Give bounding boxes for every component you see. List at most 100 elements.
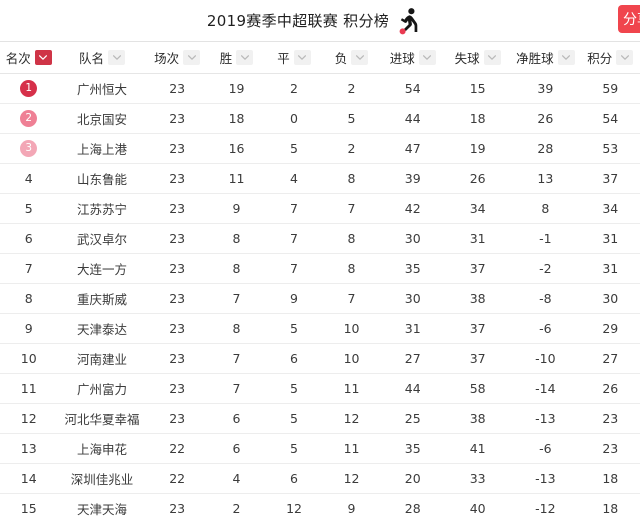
chevron-down-icon[interactable] bbox=[34, 50, 52, 65]
table-row[interactable]: 6 武汉卓尔 23 8 7 8 30 31 -1 31 bbox=[0, 224, 640, 254]
column-header-draw[interactable]: 平 bbox=[265, 42, 323, 73]
medal-badge: 1 bbox=[20, 80, 38, 97]
cell-draw: 7 bbox=[290, 201, 298, 216]
chevron-down-icon[interactable] bbox=[483, 50, 501, 65]
cell-win: 19 bbox=[228, 81, 245, 96]
cell-loss: 2 bbox=[347, 81, 356, 96]
cell-played: 22 bbox=[169, 471, 186, 486]
page-header: 2019赛季中超联赛 积分榜 分享 bbox=[0, 0, 640, 42]
chevron-down-icon[interactable] bbox=[557, 50, 575, 65]
cell-ga: 38 bbox=[469, 291, 486, 306]
cell-team: 北京国安 bbox=[77, 112, 128, 127]
cell-played: 23 bbox=[169, 261, 186, 276]
table-row[interactable]: 9 天津泰达 23 8 5 10 31 37 -6 29 bbox=[0, 314, 640, 344]
cell-team: 河南建业 bbox=[77, 352, 128, 367]
column-header-gd[interactable]: 净胜球 bbox=[510, 42, 581, 73]
cell-loss: 12 bbox=[343, 411, 360, 426]
column-header-win[interactable]: 胜 bbox=[208, 42, 266, 73]
table-row[interactable]: 13 上海申花 22 6 5 11 35 41 -6 23 bbox=[0, 434, 640, 464]
cell-played: 22 bbox=[169, 441, 186, 456]
cell-draw: 5 bbox=[290, 141, 298, 156]
column-header-label: 名次 bbox=[5, 51, 31, 66]
cell-team: 广州富力 bbox=[77, 382, 128, 397]
cell-gf: 25 bbox=[404, 411, 421, 426]
column-header-team[interactable]: 队名 bbox=[58, 42, 147, 73]
cell-gd: -14 bbox=[535, 381, 556, 396]
chevron-down-icon[interactable] bbox=[236, 50, 254, 65]
cell-draw: 5 bbox=[290, 441, 298, 456]
column-header-gf[interactable]: 进球 bbox=[380, 42, 445, 73]
chevron-down-icon[interactable] bbox=[418, 50, 436, 65]
cell-draw: 5 bbox=[290, 321, 298, 336]
chevron-down-icon[interactable] bbox=[293, 50, 311, 65]
cell-gf: 39 bbox=[404, 171, 421, 186]
cell-pts: 18 bbox=[602, 501, 619, 516]
table-row[interactable]: 11 广州富力 23 7 5 11 44 58 -14 26 bbox=[0, 374, 640, 404]
cell-rank: 15 bbox=[20, 501, 37, 516]
column-header-label: 场次 bbox=[154, 51, 180, 66]
cell-gf: 35 bbox=[404, 261, 421, 276]
chevron-down-icon[interactable] bbox=[616, 50, 634, 65]
cell-pts: 37 bbox=[602, 171, 619, 186]
table-row[interactable]: 4 山东鲁能 23 11 4 8 39 26 13 37 bbox=[0, 164, 640, 194]
chevron-down-icon[interactable] bbox=[108, 50, 126, 65]
soccer-player-icon bbox=[395, 7, 421, 35]
table-row[interactable]: 2 北京国安 23 18 0 5 44 18 26 54 bbox=[0, 104, 640, 134]
cell-rank: 5 bbox=[24, 201, 33, 216]
column-header-ga[interactable]: 失球 bbox=[445, 42, 510, 73]
cell-rank: 12 bbox=[20, 411, 37, 426]
cell-team: 上海申花 bbox=[77, 442, 128, 457]
chevron-down-icon[interactable] bbox=[183, 50, 201, 65]
cell-pts: 54 bbox=[602, 111, 619, 126]
column-header-label: 失球 bbox=[454, 51, 480, 66]
cell-gd: -6 bbox=[539, 321, 552, 336]
cell-team: 深圳佳兆业 bbox=[70, 472, 134, 487]
cell-draw: 7 bbox=[290, 231, 298, 246]
share-button[interactable]: 分享 bbox=[618, 5, 640, 33]
column-header-label: 胜 bbox=[219, 51, 233, 66]
cell-gd: -12 bbox=[535, 501, 556, 516]
column-header-rank[interactable]: 名次 bbox=[0, 42, 58, 73]
cell-loss: 8 bbox=[347, 171, 356, 186]
cell-gd: -2 bbox=[539, 261, 552, 276]
cell-gf: 47 bbox=[404, 141, 421, 156]
column-header-label: 队名 bbox=[79, 51, 105, 66]
cell-played: 23 bbox=[169, 111, 186, 126]
cell-gf: 44 bbox=[404, 381, 421, 396]
cell-gd: 13 bbox=[537, 171, 554, 186]
cell-loss: 5 bbox=[347, 111, 356, 126]
cell-gf: 28 bbox=[404, 501, 421, 516]
cell-played: 23 bbox=[169, 411, 186, 426]
table-row[interactable]: 10 河南建业 23 7 6 10 27 37 -10 27 bbox=[0, 344, 640, 374]
cell-rank: 14 bbox=[20, 471, 37, 486]
chevron-down-icon[interactable] bbox=[351, 50, 369, 65]
table-row[interactable]: 8 重庆斯威 23 7 9 7 30 38 -8 30 bbox=[0, 284, 640, 314]
cell-draw: 6 bbox=[290, 471, 298, 486]
table-row[interactable]: 3 上海上港 23 16 5 2 47 19 28 53 bbox=[0, 134, 640, 164]
cell-gf: 27 bbox=[404, 351, 421, 366]
table-row[interactable]: 5 江苏苏宁 23 9 7 7 42 34 8 34 bbox=[0, 194, 640, 224]
column-header-pts[interactable]: 积分 bbox=[581, 42, 640, 73]
cell-gd: -13 bbox=[535, 411, 556, 426]
column-header-loss[interactable]: 负 bbox=[323, 42, 381, 73]
cell-draw: 4 bbox=[290, 171, 298, 186]
cell-pts: 53 bbox=[602, 141, 619, 156]
cell-ga: 26 bbox=[469, 171, 486, 186]
cell-gf: 54 bbox=[404, 81, 421, 96]
cell-loss: 2 bbox=[347, 141, 356, 156]
table-row[interactable]: 7 大连一方 23 8 7 8 35 37 -2 31 bbox=[0, 254, 640, 284]
cell-played: 23 bbox=[169, 291, 186, 306]
cell-draw: 5 bbox=[290, 411, 298, 426]
cell-ga: 19 bbox=[469, 141, 486, 156]
cell-draw: 5 bbox=[290, 381, 298, 396]
rank-medal: 1 bbox=[0, 74, 58, 103]
cell-win: 8 bbox=[232, 321, 241, 336]
table-row[interactable]: 14 深圳佳兆业 22 4 6 12 20 33 -13 18 bbox=[0, 464, 640, 494]
table-row[interactable]: 1 广州恒大 23 19 2 2 54 15 39 59 bbox=[0, 74, 640, 104]
table-row[interactable]: 15 天津天海 23 2 12 9 28 40 -12 18 bbox=[0, 494, 640, 516]
cell-ga: 34 bbox=[469, 201, 486, 216]
table-row[interactable]: 12 河北华夏幸福 23 6 5 12 25 38 -13 23 bbox=[0, 404, 640, 434]
cell-rank: 7 bbox=[24, 261, 33, 276]
column-header-played[interactable]: 场次 bbox=[147, 42, 208, 73]
